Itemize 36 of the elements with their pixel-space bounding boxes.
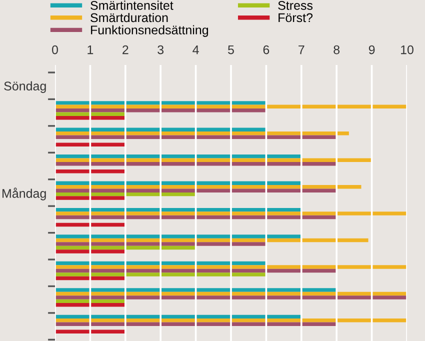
- legend-label: Stress: [278, 1, 313, 10]
- bar: [55, 196, 126, 200]
- x-tick-label: 5: [228, 45, 234, 54]
- legend-label: Smärtduration: [90, 12, 168, 22]
- bar: [55, 188, 337, 192]
- x-tick-label: 8: [334, 45, 340, 54]
- bar: [55, 288, 337, 292]
- x-tick-label: 1: [88, 45, 94, 54]
- bar: [55, 181, 302, 185]
- bar: [55, 265, 407, 269]
- legend-label: Först?: [278, 13, 313, 22]
- bar: [55, 272, 266, 276]
- x-tick-label: 9: [368, 45, 375, 54]
- bar: [55, 296, 407, 300]
- legend-label: Smärtintensitet: [90, 0, 174, 10]
- x-tick-label: 2: [122, 45, 128, 54]
- y-tick-label: Måndag: [2, 188, 46, 200]
- x-tick-label: 7: [298, 45, 304, 54]
- bar: [55, 303, 126, 307]
- bar: [55, 318, 407, 322]
- bar: [55, 212, 407, 216]
- x-tick-label: 6: [263, 45, 270, 54]
- bar: [55, 250, 126, 254]
- bar: [55, 234, 302, 238]
- bar: [55, 116, 126, 120]
- x-tick-label: 0: [52, 45, 58, 54]
- x-tick-label: 10: [401, 45, 414, 54]
- x-tick-label: 4: [192, 45, 199, 54]
- bar: [55, 132, 349, 136]
- bar: [55, 158, 372, 162]
- y-tick-label: Söndag: [4, 81, 46, 93]
- bar: [55, 101, 266, 105]
- x-tick-label: 3: [158, 45, 164, 54]
- legend-label: Funktionsnedsättning: [91, 25, 208, 37]
- bar: [55, 108, 266, 112]
- bar: [55, 242, 266, 246]
